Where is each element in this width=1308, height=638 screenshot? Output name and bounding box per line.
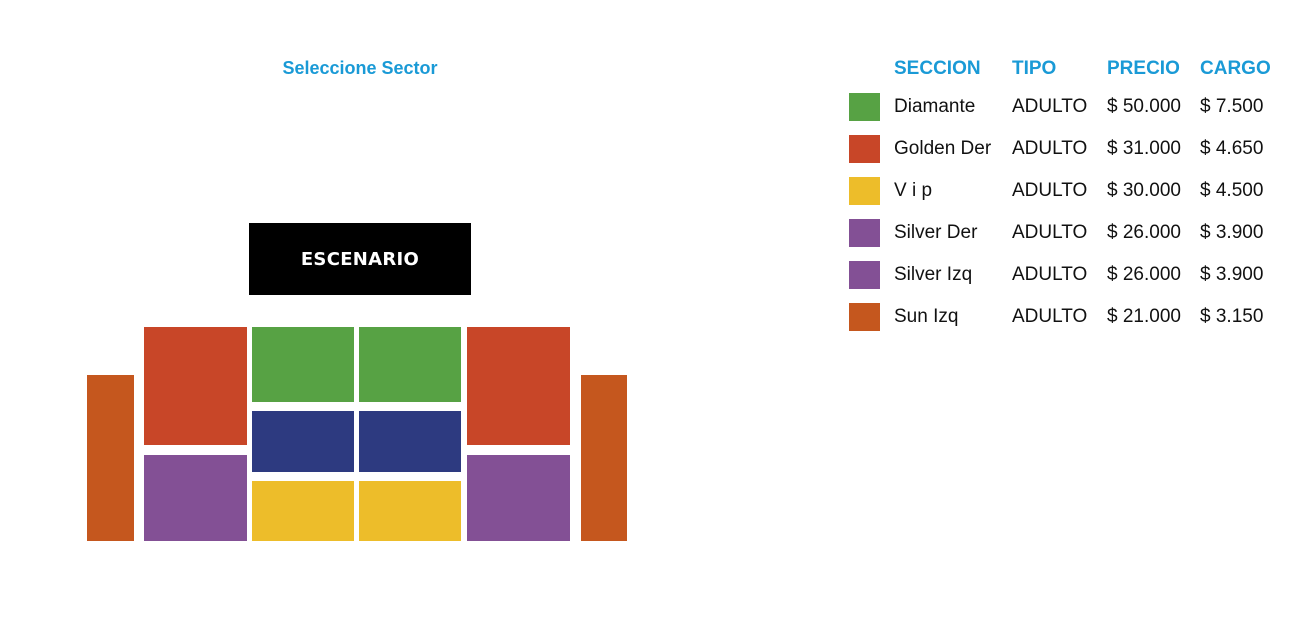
seccion-cell: Diamante [894,96,976,117]
color-swatch [849,135,880,163]
header-seccion: SECCION [894,58,981,79]
seccion-cell: Silver Izq [894,264,973,285]
seccion-cell: V i p [894,180,933,201]
tipo-cell: ADULTO [1012,306,1088,327]
legend-row-silver-izq[interactable]: Silver Izq ADULTO $ 26.000 $ 3.900 [843,254,1290,296]
map-title: Seleccione Sector [282,58,438,78]
precio-cell: $ 31.000 [1107,138,1181,159]
seccion-cell: Sun Izq [894,306,959,327]
sector-vip-left[interactable] [252,481,354,541]
tipo-cell: ADULTO [1012,138,1088,159]
swatch-cell [843,86,894,128]
header-cargo: CARGO [1200,58,1271,79]
tipo-cell: ADULTO [1012,264,1088,285]
tipo-cell: ADULTO [1012,222,1088,243]
sector-silver-right[interactable] [467,455,570,541]
color-swatch [849,93,880,121]
swatch-header [843,52,894,86]
sector-navy-right[interactable] [359,411,461,472]
color-swatch [849,303,880,331]
seccion-cell: Silver Der [894,222,978,243]
sector-golden-right[interactable] [467,327,570,445]
cargo-cell: $ 3.900 [1200,222,1264,243]
color-swatch [849,261,880,289]
legend-row-golden-der[interactable]: Golden Der ADULTO $ 31.000 $ 4.650 [843,128,1290,170]
sector-silver-left[interactable] [144,455,247,541]
precio-cell: $ 50.000 [1107,96,1181,117]
precio-cell: $ 30.000 [1107,180,1181,201]
sector-diamante-right[interactable] [359,327,461,402]
stage-block: ESCENARIO [249,223,471,295]
color-swatch [849,219,880,247]
sector-sun-right[interactable] [581,375,627,541]
legend-row-vip[interactable]: V i p ADULTO $ 30.000 $ 4.500 [843,170,1290,212]
stage-label: ESCENARIO [300,248,420,270]
swatch-cell [843,170,894,212]
precio-cell: $ 26.000 [1107,222,1181,243]
cargo-cell: $ 3.900 [1200,264,1264,285]
sector-navy-left[interactable] [252,411,354,472]
cargo-cell: $ 7.500 [1200,96,1264,117]
swatch-cell [843,296,894,338]
sector-sun-left[interactable] [87,375,134,541]
tipo-cell: ADULTO [1012,180,1088,201]
legend-row-sun-izq[interactable]: Sun Izq ADULTO $ 21.000 $ 3.150 [843,296,1290,338]
swatch-cell [843,254,894,296]
price-legend-table: SECCION TIPO PRECIO CARGO Diamante ADULT… [843,52,1290,338]
legend-row-diamante[interactable]: Diamante ADULTO $ 50.000 $ 7.500 [843,86,1290,128]
color-swatch [849,177,880,205]
cargo-cell: $ 3.150 [1200,306,1264,327]
sector-golden-left[interactable] [144,327,247,445]
header-precio: PRECIO [1107,58,1180,79]
seccion-cell: Golden Der [894,138,992,159]
legend-header-row: SECCION TIPO PRECIO CARGO [843,52,1290,86]
swatch-cell [843,212,894,254]
cargo-cell: $ 4.500 [1200,180,1264,201]
sector-diamante-left[interactable] [252,327,354,402]
cargo-cell: $ 4.650 [1200,138,1264,159]
sector-vip-right[interactable] [359,481,461,541]
header-tipo: TIPO [1012,58,1057,79]
legend-row-silver-der[interactable]: Silver Der ADULTO $ 26.000 $ 3.900 [843,212,1290,254]
swatch-cell [843,128,894,170]
precio-cell: $ 21.000 [1107,306,1181,327]
precio-cell: $ 26.000 [1107,264,1181,285]
tipo-cell: ADULTO [1012,96,1088,117]
